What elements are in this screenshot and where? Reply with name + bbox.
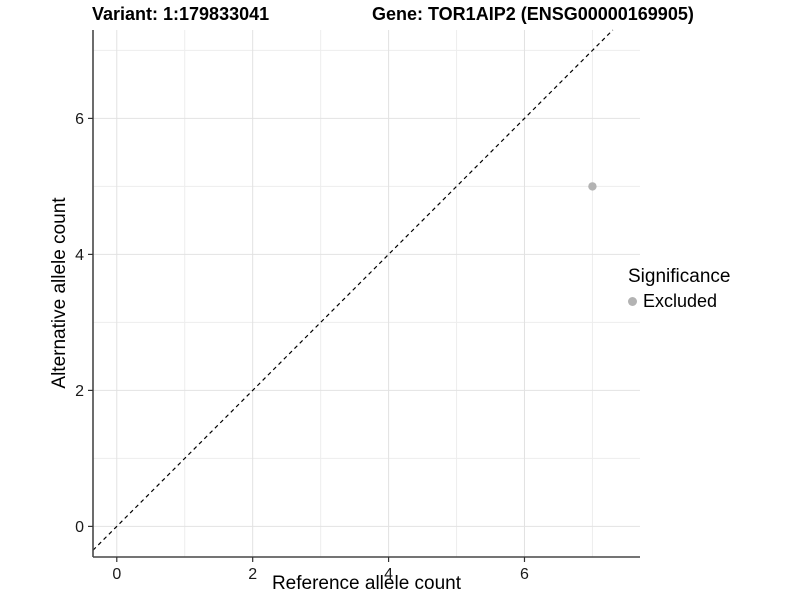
x-tick-label: 6 xyxy=(520,566,529,583)
legend-entry-label: Excluded xyxy=(643,291,718,311)
y-tick-label: 0 xyxy=(75,519,84,536)
identity-dashed-line xyxy=(92,29,614,551)
legend-entry: Excluded xyxy=(628,291,730,312)
y-tick-label: 2 xyxy=(75,383,84,400)
y-tick-label: 4 xyxy=(75,247,84,264)
data-point xyxy=(588,182,597,191)
legend-title: Significance xyxy=(628,266,731,287)
plot-title-gene: Gene: TOR1AIP2 (ENSG00000169905) xyxy=(372,4,694,24)
x-tick-label: 2 xyxy=(248,566,257,583)
y-tick-label: 6 xyxy=(75,111,84,128)
legend-point-icon xyxy=(628,297,637,306)
x-axis-title: Reference allele count xyxy=(271,573,462,594)
legend: Significance Excluded xyxy=(628,266,730,312)
plot-title-variant: Variant: 1:179833041 xyxy=(92,4,270,24)
x-tick-label: 0 xyxy=(112,566,121,583)
y-axis-title: Alternative allele count xyxy=(49,197,70,389)
x-tick-label: 4 xyxy=(384,566,393,583)
